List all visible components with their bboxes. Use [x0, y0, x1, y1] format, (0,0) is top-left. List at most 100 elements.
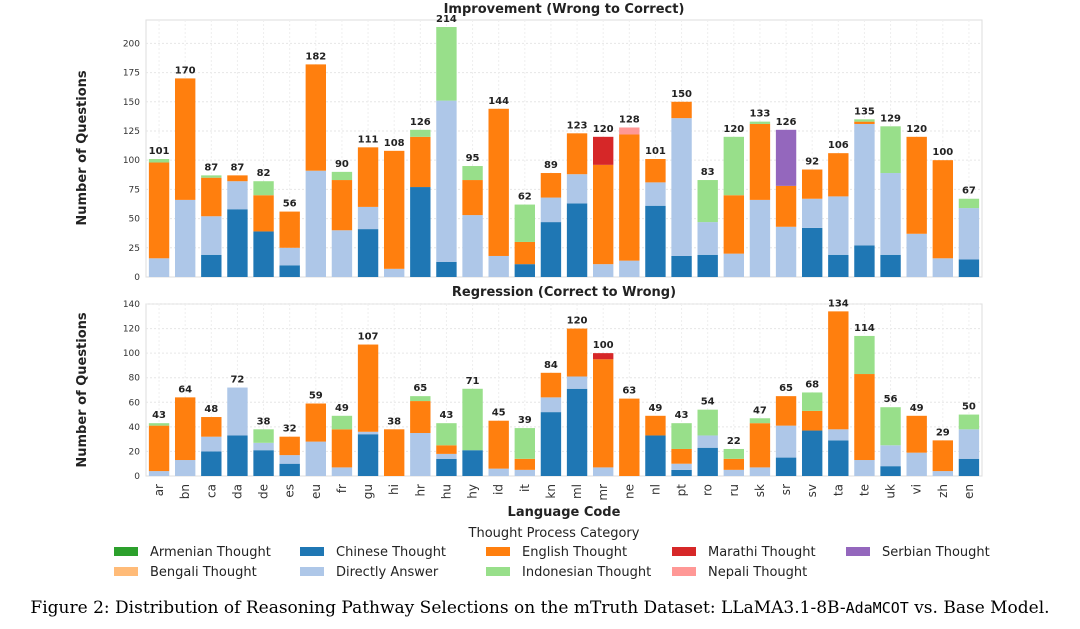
chart1-total-label: 101: [149, 146, 170, 157]
chart2-xtick-label: id: [492, 484, 506, 495]
chart2-bar-segment: [671, 463, 692, 470]
chart1-bar-segment: [462, 215, 483, 277]
chart2-total-label: 107: [358, 332, 379, 343]
chart1-ytick-label: 150: [123, 98, 140, 108]
chart2-xtick-label: ro: [701, 484, 715, 496]
chart1-total-label: 106: [828, 140, 849, 151]
chart1-bar-segment: [253, 231, 274, 277]
chart2-xtick-label: ml: [570, 484, 584, 499]
chart2-bar-segment: [801, 410, 823, 431]
chart1-bar-segment: [906, 233, 927, 277]
chart2-xtick-label: en: [962, 484, 976, 499]
chart1-bar-segment: [645, 182, 666, 206]
chart2-bar-segment: [540, 372, 562, 398]
chart2-ytick-label: 60: [129, 398, 141, 408]
chart1-bar-segment: [801, 198, 823, 228]
legend-entry-label: Marathi Thought: [708, 545, 816, 560]
chart1-bar-segment: [174, 78, 196, 200]
chart1-total-label: 214: [436, 14, 457, 25]
chart1-total-label: 108: [384, 138, 405, 149]
figure-canvas: Improvement (Wrong to Correct) Number of …: [75, 2, 990, 580]
chart1-total-label: 90: [335, 159, 349, 170]
chart2-bar-segment: [331, 415, 353, 430]
chart1-bar-segment: [854, 119, 875, 122]
chart1-total-label: 123: [567, 120, 588, 131]
chart1-bar-segment: [880, 254, 901, 277]
chart1-bar-segment: [566, 203, 588, 277]
chart1-bar-segment: [592, 136, 614, 165]
chart1-total-label: 126: [776, 117, 797, 128]
chart2-bar-segment: [436, 458, 457, 476]
chart2-bar-segment: [148, 423, 170, 426]
chart1-ytick-label: 200: [123, 39, 140, 49]
chart1-bar-segment: [671, 255, 692, 277]
chart2-bar-segment: [958, 458, 980, 476]
chart2-total-label: 65: [413, 383, 427, 394]
chart2-xtick-label: mr: [596, 484, 610, 501]
chart2-bar-segment: [253, 450, 274, 476]
chart1-total-label: 133: [750, 109, 771, 120]
chart2-bar-segment: [749, 423, 771, 468]
chart2-xtick-label: eu: [309, 484, 323, 499]
chart2-bar-segment: [383, 429, 405, 476]
chart2-xtick-label: uk: [884, 484, 898, 499]
chart1-total-label: 144: [488, 96, 509, 107]
chart2-bar-segment: [279, 455, 300, 464]
chart1-bar-segment: [305, 170, 327, 277]
chart2-total-label: 39: [518, 415, 532, 426]
chart2-bar-segment: [697, 435, 718, 448]
chart1-bar-segment: [410, 187, 431, 277]
chart1-bar-segment: [331, 230, 353, 277]
chart2-total-label: 120: [567, 316, 588, 327]
chart1-bar-segment: [383, 150, 405, 269]
chart2-xtick-label: vi: [910, 484, 924, 494]
chart2-bar-segment: [357, 434, 379, 476]
chart2-bar-segment: [697, 409, 718, 436]
chart2-bar-segment: [854, 460, 875, 476]
chart1-bar-segment: [671, 101, 692, 119]
legend-entry-label: Armenian Thought: [150, 545, 271, 560]
chart1-total-label: 100: [932, 147, 953, 158]
chart2-bar-segment: [592, 359, 614, 468]
chart1-bar-segment: [514, 241, 536, 265]
chart1-bar-segment: [854, 121, 875, 124]
chart2-total-label: 134: [828, 298, 849, 309]
chart2-total-label: 50: [962, 402, 976, 413]
chart2-bar-segment: [801, 392, 823, 411]
chart2-bar-segment: [305, 403, 327, 442]
chart2-total-label: 22: [727, 436, 741, 447]
chart2-total-label: 43: [675, 410, 689, 421]
chart2-bar-segment: [253, 429, 274, 443]
legend-swatch: [486, 547, 510, 556]
chart1-total-label: 120: [906, 124, 927, 135]
chart2-bar-segment: [357, 431, 379, 435]
chart1-bar-segment: [749, 199, 771, 277]
chart2-bar-segment: [227, 387, 248, 436]
chart1-bar-segment: [253, 181, 274, 196]
chart2-bar-segment: [174, 397, 196, 461]
chart2-bar-segment: [201, 417, 222, 437]
chart1-total-label: 126: [410, 117, 431, 128]
chart2-xtick-label: kn: [544, 484, 558, 499]
chart2-bar-segment: [932, 471, 954, 476]
chart2-total-label: 114: [854, 323, 875, 334]
chart2-total-label: 38: [387, 416, 401, 427]
chart2-bar-segment: [436, 423, 457, 446]
chart1-total-label: 101: [645, 146, 666, 157]
chart2-total-label: 43: [152, 410, 166, 421]
chart2-bar-segment: [880, 466, 901, 476]
chart1-total-label: 56: [283, 199, 297, 210]
legend-swatch: [846, 547, 870, 556]
chart2-bar-segment: [801, 430, 823, 476]
chart2-bar-segment: [749, 418, 771, 424]
chart2-bar-segment: [436, 445, 457, 454]
chart1-bar-segment: [410, 129, 431, 137]
chart2-bar-segment: [723, 469, 745, 476]
chart2-bar-segment: [566, 328, 588, 377]
chart2-total-label: 64: [178, 384, 192, 395]
chart1-bar-segment: [148, 162, 170, 259]
chart2-xtick-label: sv: [805, 484, 819, 497]
chart1-bar-segment: [540, 173, 562, 198]
chart1-bar-segment: [775, 129, 797, 186]
chart1-bar-segment: [357, 206, 379, 230]
